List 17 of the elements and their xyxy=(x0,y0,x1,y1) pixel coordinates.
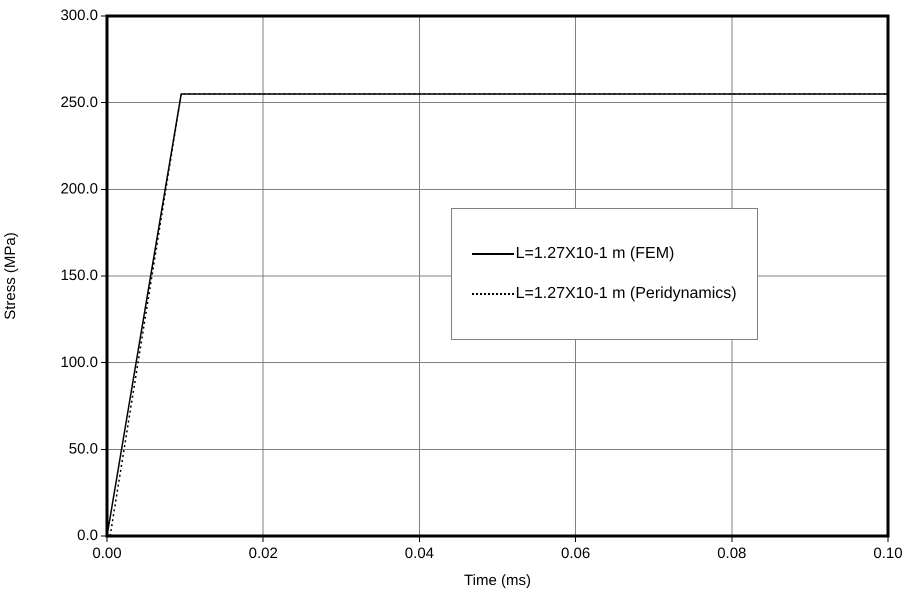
y-tick-label: 250.0 xyxy=(60,94,98,111)
y-axis-title: Stress (MPa) xyxy=(2,232,20,320)
x-tick-label: 0.06 xyxy=(561,545,590,562)
y-tick-label: 300.0 xyxy=(60,7,98,24)
x-tick-label: 0.08 xyxy=(717,545,746,562)
x-tick-label: 0.04 xyxy=(404,545,434,562)
x-tick-label: 0.10 xyxy=(873,545,903,562)
y-tick-label: 0.0 xyxy=(77,527,98,544)
x-tick-label: 0.02 xyxy=(248,545,278,562)
x-axis-title: Time (ms) xyxy=(464,572,531,590)
legend-label: L=1.27X10-1 m (FEM) xyxy=(516,245,674,264)
y-tick-label: 150.0 xyxy=(60,267,98,284)
y-tick-label: 50.0 xyxy=(68,440,98,458)
y-tick-label: 200.0 xyxy=(60,180,98,198)
x-tick-label: 0.00 xyxy=(92,545,122,562)
y-tick-label: 100.0 xyxy=(60,354,98,371)
legend-label: L=1.27X10-1 m (Peridynamics) xyxy=(516,285,737,304)
